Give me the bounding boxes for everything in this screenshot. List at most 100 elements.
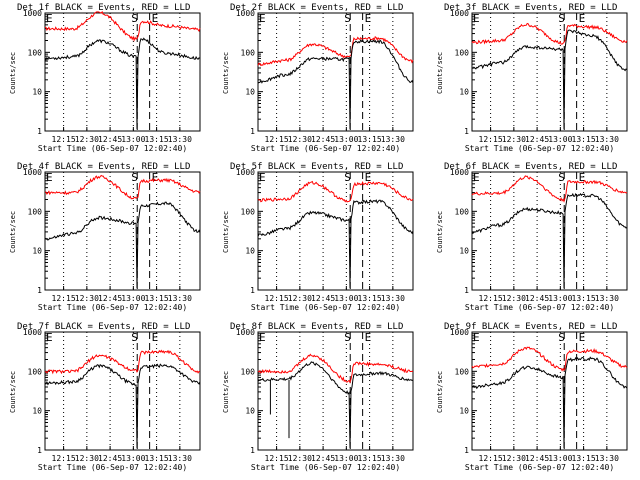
x-tick-label: 13:30 xyxy=(381,294,405,303)
panel-title: Det 9f BLACK = Events, RED = LLD xyxy=(444,322,617,332)
start-marker-label: S xyxy=(344,171,351,184)
lld-series-line xyxy=(257,180,414,203)
end-marker-label: E xyxy=(152,12,159,25)
y-tick-label: 1 xyxy=(250,446,255,455)
plot-frame xyxy=(471,331,628,451)
x-tick-label: 12:30 xyxy=(75,294,99,303)
panel-4: Det 4f BLACK = Events, RED = LLD 1 10 100 10… xyxy=(9,162,201,312)
x-tick-label: 12:15 xyxy=(265,135,289,144)
x-tick-label: 12:45 xyxy=(311,294,335,303)
end-marker-label: E xyxy=(579,331,586,344)
lld-series-line xyxy=(44,10,201,42)
frame-end-label: E xyxy=(473,12,480,25)
y-tick-label: 1 xyxy=(37,286,42,295)
frame-end-label: E xyxy=(46,331,53,344)
x-tick-label: 13:00 xyxy=(334,135,358,144)
start-marker-label: S xyxy=(344,331,351,344)
lld-series-line xyxy=(44,174,201,200)
panel-3: Det 3f BLACK = Events, RED = LLD 1 10 100 10… xyxy=(436,3,628,153)
start-marker-label: S xyxy=(558,331,565,344)
y-axis-label: Counts/sec xyxy=(436,211,444,253)
y-tick-label: 1000 xyxy=(23,9,42,18)
y-tick-label: 1000 xyxy=(236,9,255,18)
panel-title: Det 7f BLACK = Events, RED = LLD xyxy=(17,322,190,332)
events-series-line xyxy=(471,29,628,130)
y-axis-label: Counts/sec xyxy=(9,52,17,94)
panel-title: Det 2f BLACK = Events, RED = LLD xyxy=(230,3,403,13)
x-tick-label: 13:15 xyxy=(358,294,382,303)
events-series-line xyxy=(471,356,628,449)
x-tick-label: 13:00 xyxy=(121,135,145,144)
x-tick-label: 13:15 xyxy=(572,294,596,303)
y-tick-label: 10 xyxy=(245,247,255,256)
y-tick-label: 1000 xyxy=(236,328,255,337)
x-tick-label: 13:30 xyxy=(381,135,405,144)
y-tick-label: 1 xyxy=(464,127,469,136)
y-tick-label: 10 xyxy=(245,88,255,97)
x-tick-label: 13:00 xyxy=(548,294,572,303)
frame-end-label: E xyxy=(46,12,53,25)
start-marker-label: S xyxy=(344,12,351,25)
x-tick-label: 12:30 xyxy=(502,294,526,303)
y-tick-label: 1 xyxy=(464,446,469,455)
y-tick-label: 100 xyxy=(241,207,256,216)
plot-frame xyxy=(257,171,414,291)
start-marker-label: S xyxy=(558,171,565,184)
x-tick-label: 12:15 xyxy=(265,454,289,463)
x-tick-label: 13:30 xyxy=(381,454,405,463)
lld-series-line xyxy=(471,346,628,372)
x-tick-label: 13:30 xyxy=(595,454,619,463)
events-series-line xyxy=(44,201,201,289)
x-axis-label: Start Time (06-Sep-07 12:02:40) xyxy=(251,144,400,153)
y-tick-label: 1 xyxy=(37,127,42,136)
x-tick-label: 12:30 xyxy=(288,294,312,303)
x-tick-label: 12:30 xyxy=(75,454,99,463)
x-tick-label: 12:45 xyxy=(98,135,122,144)
y-axis-label: Counts/sec xyxy=(436,371,444,413)
x-tick-label: 12:45 xyxy=(311,135,335,144)
lld-series-line xyxy=(471,175,628,203)
panel-2: Det 2f BLACK = Events, RED = LLD 1 10 100 10… xyxy=(222,3,414,153)
frame-end-label: E xyxy=(46,171,53,184)
start-marker-label: S xyxy=(131,331,138,344)
x-tick-label: 13:30 xyxy=(168,135,192,144)
y-tick-label: 10 xyxy=(459,88,469,97)
x-tick-label: 13:30 xyxy=(595,135,619,144)
x-tick-label: 12:45 xyxy=(311,454,335,463)
y-tick-label: 100 xyxy=(455,367,470,376)
y-axis-label: Counts/sec xyxy=(436,52,444,94)
x-axis-label: Start Time (06-Sep-07 12:02:40) xyxy=(465,303,614,312)
start-marker-label: S xyxy=(131,12,138,25)
end-marker-label: E xyxy=(152,171,159,184)
y-tick-label: 10 xyxy=(32,407,42,416)
panel-title: Det 1f BLACK = Events, RED = LLD xyxy=(17,3,190,13)
lld-series-line xyxy=(471,22,628,45)
x-tick-label: 13:30 xyxy=(595,294,619,303)
y-axis-label: Counts/sec xyxy=(9,211,17,253)
x-tick-label: 12:15 xyxy=(479,135,503,144)
y-tick-label: 10 xyxy=(32,88,42,97)
x-tick-label: 12:15 xyxy=(479,294,503,303)
y-tick-label: 10 xyxy=(32,247,42,256)
y-tick-label: 100 xyxy=(28,207,43,216)
x-tick-label: 13:15 xyxy=(572,454,596,463)
y-tick-label: 100 xyxy=(28,367,43,376)
plot-frame xyxy=(44,12,201,132)
x-axis-label: Start Time (06-Sep-07 12:02:40) xyxy=(38,144,187,153)
x-tick-label: 12:45 xyxy=(525,294,549,303)
start-marker-label: S xyxy=(131,171,138,184)
x-tick-label: 13:30 xyxy=(168,294,192,303)
x-tick-label: 12:15 xyxy=(52,135,76,144)
panel-6: Det 6f BLACK = Events, RED = LLD 1 10 100 10… xyxy=(436,162,628,312)
x-tick-label: 12:30 xyxy=(502,454,526,463)
x-axis-label: Start Time (06-Sep-07 12:02:40) xyxy=(465,463,614,472)
frame-end-label: E xyxy=(259,171,266,184)
plot-frame xyxy=(471,171,628,291)
y-axis-label: Counts/sec xyxy=(222,52,230,94)
x-axis-label: Start Time (06-Sep-07 12:02:40) xyxy=(251,463,400,472)
x-axis-label: Start Time (06-Sep-07 12:02:40) xyxy=(38,463,187,472)
lld-series-line xyxy=(257,35,414,67)
x-tick-label: 12:30 xyxy=(288,135,312,144)
panel-9: Det 9f BLACK = Events, RED = LLD 1 10 100 10… xyxy=(436,322,628,472)
y-axis-label: Counts/sec xyxy=(222,371,230,413)
